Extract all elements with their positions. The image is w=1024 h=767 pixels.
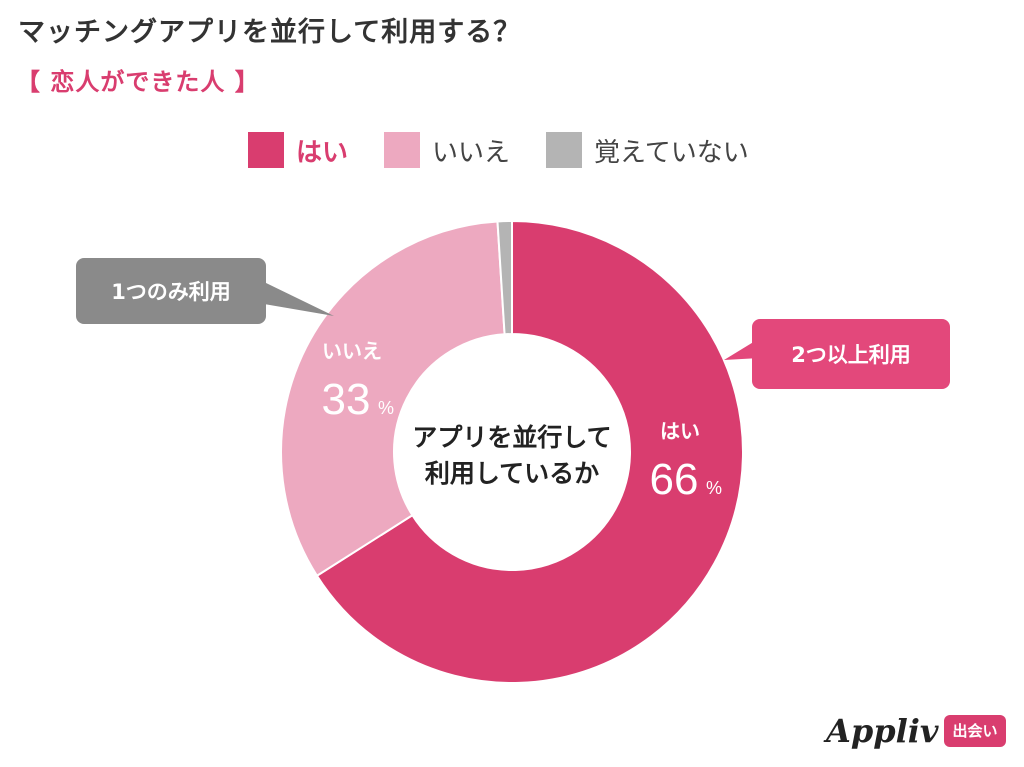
callout-box-0 xyxy=(752,319,950,389)
callout-text-0: 2つ以上利用 xyxy=(791,343,911,367)
logo-wordmark: Appliv xyxy=(826,712,939,750)
callout-tail-0 xyxy=(724,338,760,360)
slice-label-value-0: 66 xyxy=(650,455,699,504)
legend-swatch-dont-remember xyxy=(546,132,583,168)
legend-swatch-no xyxy=(384,132,421,168)
donut-slice-2 xyxy=(496,219,513,336)
slice-label-name-0: はい xyxy=(660,419,700,443)
callout-tail-1 xyxy=(264,282,334,316)
slice-label-name-1: いいえ xyxy=(322,339,382,363)
legend-item-yes: はい xyxy=(248,132,348,169)
slice-label-unit-1: % xyxy=(378,398,394,418)
center-label-line-1: 利用しているか xyxy=(425,459,599,488)
chart-title: マッチングアプリを並行して利用する？ xyxy=(18,17,522,48)
legend-item-dont-remember: 覚えていない xyxy=(546,132,749,169)
legend-label-dont-remember: 覚えていない xyxy=(594,137,749,168)
logo-badge: 出会い xyxy=(944,715,1006,747)
donut-slice-1 xyxy=(280,220,506,578)
legend-label-yes: はい xyxy=(296,137,349,168)
callout-text-1: 1つのみ利用 xyxy=(111,280,231,304)
legend: はい いいえ 覚えていない xyxy=(248,130,785,170)
legend-item-no: いいえ xyxy=(384,132,510,169)
slice-label-value-1: 33 xyxy=(322,375,371,424)
donut-slice-0 xyxy=(315,219,744,684)
slice-label-unit-0: % xyxy=(706,478,722,498)
appliv-logo: Appliv 出会い xyxy=(826,712,1006,750)
legend-label-no: いいえ xyxy=(432,137,511,168)
chart-subtitle: 【 恋人ができた人 】 xyxy=(16,68,260,96)
center-label-line-0: アプリを並行して xyxy=(412,423,611,452)
callout-box-1 xyxy=(76,258,266,324)
legend-swatch-yes xyxy=(248,132,284,168)
